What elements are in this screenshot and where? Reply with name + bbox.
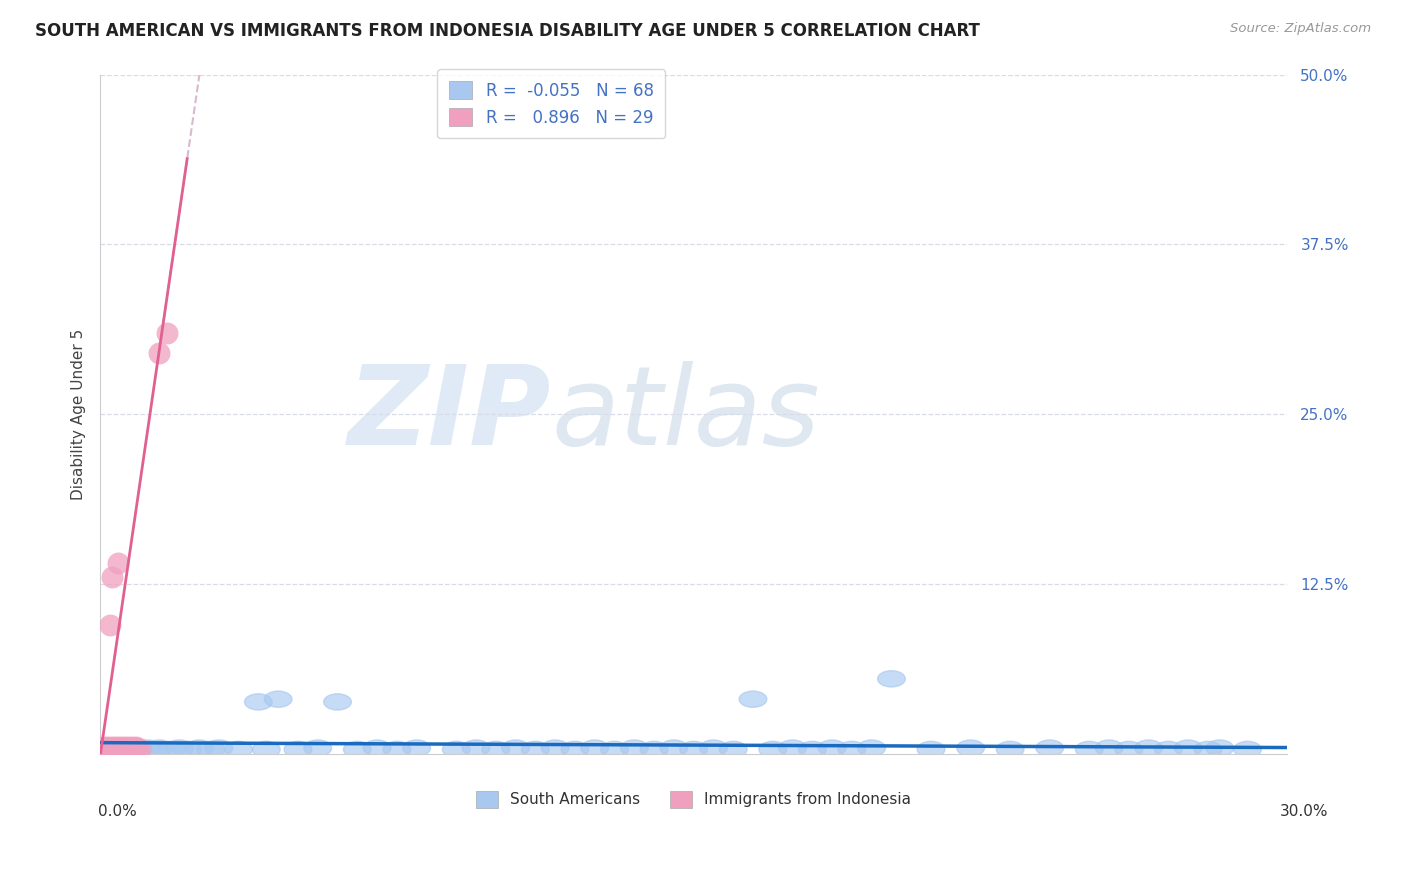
- Text: ZIP: ZIP: [347, 360, 551, 467]
- Point: [108, 742, 131, 756]
- Point: [112, 739, 135, 754]
- Point: [108, 739, 131, 754]
- Text: SOUTH AMERICAN VS IMMIGRANTS FROM INDONESIA DISABILITY AGE UNDER 5 CORRELATION C: SOUTH AMERICAN VS IMMIGRANTS FROM INDONE…: [35, 22, 980, 40]
- Point: [148, 346, 170, 360]
- Point: [104, 741, 127, 756]
- Text: atlas: atlas: [551, 360, 820, 467]
- Point: [107, 557, 129, 571]
- Point: [104, 742, 127, 756]
- Point: [117, 739, 139, 754]
- Point: [104, 739, 127, 754]
- Text: Source: ZipAtlas.com: Source: ZipAtlas.com: [1230, 22, 1371, 36]
- Text: 0.0%: 0.0%: [98, 805, 138, 819]
- Point: [93, 742, 115, 756]
- Point: [156, 326, 179, 340]
- Point: [125, 739, 148, 754]
- Y-axis label: Disability Age Under 5: Disability Age Under 5: [72, 328, 86, 500]
- Point: [101, 570, 124, 584]
- Point: [101, 739, 124, 754]
- Point: [101, 741, 124, 756]
- Point: [128, 742, 150, 756]
- Point: [93, 741, 115, 756]
- Point: [97, 742, 120, 756]
- Legend: South Americans, Immigrants from Indonesia: South Americans, Immigrants from Indones…: [470, 785, 917, 814]
- Point: [121, 742, 143, 756]
- Point: [97, 741, 120, 756]
- Point: [98, 617, 121, 632]
- Point: [121, 739, 143, 754]
- Point: [101, 742, 124, 756]
- Point: [108, 741, 131, 756]
- Point: [117, 741, 139, 756]
- Point: [112, 742, 135, 756]
- Point: [93, 739, 115, 754]
- Point: [97, 739, 120, 754]
- Point: [125, 741, 148, 756]
- Text: 30.0%: 30.0%: [1281, 805, 1329, 819]
